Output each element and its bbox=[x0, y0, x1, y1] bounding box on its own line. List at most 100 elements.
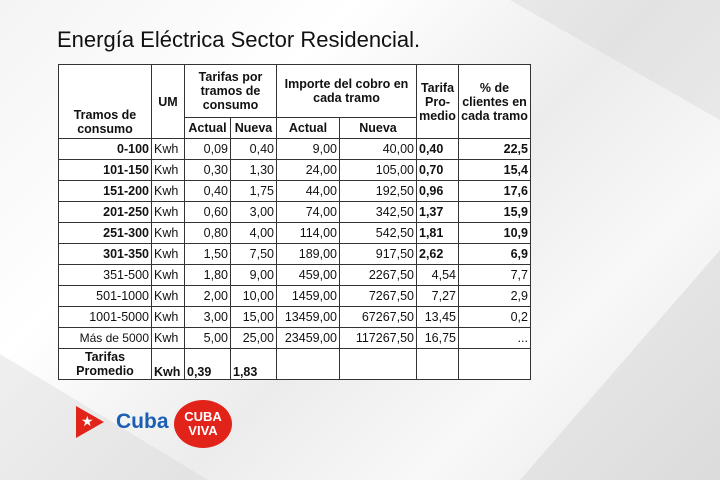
cell-promedio: 0,96 bbox=[416, 180, 459, 202]
cell-tarifa-nueva: 15,00 bbox=[230, 306, 277, 328]
cell-tramo: 151-200 bbox=[58, 180, 152, 202]
cell-clientes: 0,2 bbox=[458, 306, 531, 328]
cell-tramo: 0-100 bbox=[58, 138, 152, 160]
cell-tramo: 251-300 bbox=[58, 222, 152, 244]
cell-importe-actual: 189,00 bbox=[276, 243, 340, 265]
cell-promedio: 13,45 bbox=[416, 306, 459, 328]
cell-importe-nueva: 342,50 bbox=[339, 201, 417, 223]
cell-tarifa-nueva: 1,30 bbox=[230, 159, 277, 181]
cell-importe-actual: 114,00 bbox=[276, 222, 340, 244]
cell-importe-actual: 1459,00 bbox=[276, 285, 340, 307]
header-clientes: % de clientes en cada tramo bbox=[458, 64, 531, 139]
table-row: 151-200 Kwh 0,40 1,75 44,00 192,50 0,96 … bbox=[58, 180, 531, 202]
table-row: 501-1000 Kwh 2,00 10,00 1459,00 7267,50 … bbox=[58, 285, 531, 307]
cell-importe-actual: 9,00 bbox=[276, 138, 340, 160]
cell-um: Kwh bbox=[151, 159, 185, 181]
table-row: 0-100 Kwh 0,09 0,40 9,00 40,00 0,40 22,5 bbox=[58, 138, 531, 160]
cell-um: Kwh bbox=[151, 243, 185, 265]
page-title: Energía Eléctrica Sector Residencial. bbox=[57, 27, 421, 52]
cell-tarifa-nueva: 25,00 bbox=[230, 327, 277, 349]
cell-clientes: 22,5 bbox=[458, 138, 531, 160]
cuba-viva-logo: CUBA VIVA bbox=[174, 400, 232, 448]
header-tarifas: Tarifas por tramos de consumo bbox=[184, 64, 277, 118]
cell-importe-nueva: 917,50 bbox=[339, 243, 417, 265]
cell-tarifa-actual: 1,50 bbox=[184, 243, 231, 265]
footer-empty-cell bbox=[276, 348, 340, 380]
table-footer-row: Tarifas Promedio Kwh 0,39 1,83 bbox=[58, 348, 531, 380]
cell-tramo: 351-500 bbox=[58, 264, 152, 286]
cell-um: Kwh bbox=[151, 201, 185, 223]
cell-clientes: 10,9 bbox=[458, 222, 531, 244]
cell-importe-nueva: 2267,50 bbox=[339, 264, 417, 286]
cell-promedio: 2,62 bbox=[416, 243, 459, 265]
table-row: 101-150 Kwh 0,30 1,30 24,00 105,00 0,70 … bbox=[58, 159, 531, 181]
footer-label: Tarifas Promedio bbox=[58, 348, 152, 380]
table-row: Más de 5000 Kwh 5,00 25,00 23459,00 1172… bbox=[58, 327, 531, 349]
cell-um: Kwh bbox=[151, 306, 185, 328]
cell-tarifa-actual: 1,80 bbox=[184, 264, 231, 286]
header-tarifa-nueva: Nueva bbox=[230, 117, 277, 139]
footer-empty-cell bbox=[339, 348, 417, 380]
cell-tarifa-actual: 5,00 bbox=[184, 327, 231, 349]
cell-um: Kwh bbox=[151, 180, 185, 202]
cell-tramo: 501-1000 bbox=[58, 285, 152, 307]
cell-clientes: 7,7 bbox=[458, 264, 531, 286]
cell-promedio: 1,81 bbox=[416, 222, 459, 244]
cell-importe-nueva: 7267,50 bbox=[339, 285, 417, 307]
cell-importe-nueva: 192,50 bbox=[339, 180, 417, 202]
cell-importe-actual: 23459,00 bbox=[276, 327, 340, 349]
cell-tarifa-nueva: 10,00 bbox=[230, 285, 277, 307]
cell-tarifa-actual: 2,00 bbox=[184, 285, 231, 307]
cell-promedio: 4,54 bbox=[416, 264, 459, 286]
cell-um: Kwh bbox=[151, 222, 185, 244]
cell-clientes: ... bbox=[458, 327, 531, 349]
cuba-logo-text: Cuba bbox=[116, 410, 169, 433]
cell-clientes: 2,9 bbox=[458, 285, 531, 307]
footer-nueva: 1,83 bbox=[230, 348, 277, 380]
cell-tramo: 101-150 bbox=[58, 159, 152, 181]
cell-clientes: 17,6 bbox=[458, 180, 531, 202]
cell-tarifa-nueva: 7,50 bbox=[230, 243, 277, 265]
cell-tarifa-nueva: 1,75 bbox=[230, 180, 277, 202]
star-icon: ★ bbox=[81, 413, 94, 429]
header-tarifa-actual: Actual bbox=[184, 117, 231, 139]
cell-tarifa-nueva: 3,00 bbox=[230, 201, 277, 223]
cell-importe-actual: 74,00 bbox=[276, 201, 340, 223]
header-um: UM bbox=[151, 64, 185, 139]
cell-um: Kwh bbox=[151, 264, 185, 286]
header-importe-actual: Actual bbox=[276, 117, 340, 139]
cuba-viva-line1: CUBA bbox=[184, 409, 222, 424]
cell-um: Kwh bbox=[151, 285, 185, 307]
cell-tramo: 1001-5000 bbox=[58, 306, 152, 328]
cuba-flag-icon bbox=[76, 406, 104, 438]
cuba-logo: ★ Cuba bbox=[76, 406, 176, 442]
cell-tramo: 301-350 bbox=[58, 243, 152, 265]
cell-promedio: 0,40 bbox=[416, 138, 459, 160]
cell-importe-nueva: 105,00 bbox=[339, 159, 417, 181]
header-importe: Importe del cobro en cada tramo bbox=[276, 64, 417, 118]
cell-clientes: 6,9 bbox=[458, 243, 531, 265]
cell-tramo: 201-250 bbox=[58, 201, 152, 223]
cell-tarifa-actual: 0,80 bbox=[184, 222, 231, 244]
table-row: 301-350 Kwh 1,50 7,50 189,00 917,50 2,62… bbox=[58, 243, 531, 265]
cell-tarifa-actual: 3,00 bbox=[184, 306, 231, 328]
cell-tarifa-nueva: 4,00 bbox=[230, 222, 277, 244]
cell-tarifa-actual: 0,09 bbox=[184, 138, 231, 160]
cell-promedio: 7,27 bbox=[416, 285, 459, 307]
cell-importe-nueva: 542,50 bbox=[339, 222, 417, 244]
tariff-table: Tramos de consumo UM Tarifas por tramos … bbox=[58, 64, 531, 380]
header-tramos: Tramos de consumo bbox=[58, 64, 152, 139]
cell-importe-actual: 13459,00 bbox=[276, 306, 340, 328]
cuba-viva-line2: VIVA bbox=[188, 423, 218, 438]
table-row: 351-500 Kwh 1,80 9,00 459,00 2267,50 4,5… bbox=[58, 264, 531, 286]
footer-actual: 0,39 bbox=[184, 348, 231, 380]
cell-tarifa-actual: 0,40 bbox=[184, 180, 231, 202]
footer-empty-cell bbox=[458, 348, 531, 380]
table-row: 1001-5000 Kwh 3,00 15,00 13459,00 67267,… bbox=[58, 306, 531, 328]
cell-importe-nueva: 67267,50 bbox=[339, 306, 417, 328]
cell-um: Kwh bbox=[151, 138, 185, 160]
footer-um: Kwh bbox=[151, 348, 185, 380]
table-row: 251-300 Kwh 0,80 4,00 114,00 542,50 1,81… bbox=[58, 222, 531, 244]
cell-tarifa-actual: 0,60 bbox=[184, 201, 231, 223]
header-importe-nueva: Nueva bbox=[339, 117, 417, 139]
